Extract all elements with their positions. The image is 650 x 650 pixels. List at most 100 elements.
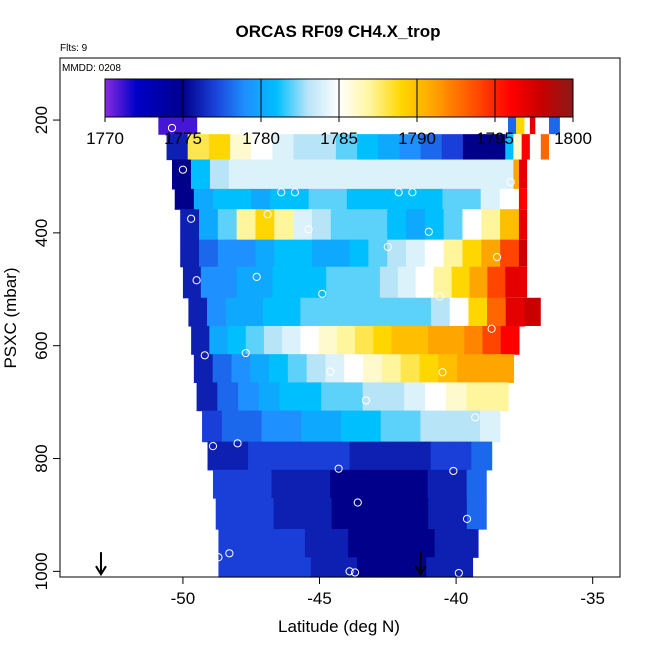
axes: -50 -45 -40 -35 200 400 600 800 1000 [32, 57, 621, 608]
heatmap-cell [255, 239, 275, 268]
heatmap-cell [217, 209, 238, 241]
heatmap-cell [254, 266, 274, 299]
heatmap-cell [272, 134, 295, 161]
x-tick-label: -45 [307, 589, 332, 608]
heatmap-cell [311, 209, 332, 241]
heatmap-cell [306, 354, 327, 383]
heatmap-cell [451, 266, 471, 299]
heatmap-cell [391, 529, 414, 558]
heatmap-cell [406, 209, 426, 241]
heatmap-cell [446, 325, 465, 355]
heatmap-cell [208, 134, 231, 161]
flight-point [187, 214, 196, 223]
flight-point [290, 188, 300, 197]
heatmap-cell [300, 297, 320, 327]
colorbar-tick-label: 1775 [164, 129, 202, 148]
heatmap-cell [516, 105, 525, 135]
flight-point [192, 276, 201, 285]
heatmap-cell [380, 410, 402, 443]
heatmap-cell [188, 297, 208, 327]
heatmap-cell [318, 325, 338, 355]
flight-point [326, 367, 335, 376]
heatmap-cell [389, 498, 410, 530]
heatmap-cell [462, 239, 482, 268]
sample-arrows [95, 552, 427, 577]
heatmap-cell [409, 325, 429, 355]
y-axis-label: PSXC (mbar) [1, 267, 20, 368]
heatmap-cell [424, 382, 447, 412]
heatmap-cell [293, 134, 316, 161]
heatmap-cell [461, 188, 482, 210]
heatmap-cell [445, 382, 468, 412]
flight-point [263, 210, 272, 219]
heatmap-cell [225, 297, 245, 327]
heatmap-cell [373, 325, 393, 355]
heatmap-cell [304, 159, 325, 190]
heatmap-cell [312, 498, 333, 530]
heatmap-cell [457, 354, 477, 383]
heatmap-cell [310, 469, 331, 499]
colorbar-tick-label: 1785 [320, 129, 358, 148]
flight-point [394, 188, 403, 197]
heatmap-cell [430, 441, 452, 471]
heatmap-cell [282, 325, 301, 355]
heatmap-cell [361, 159, 382, 190]
heatmap-cell [399, 159, 420, 190]
heatmap-cell [540, 134, 549, 160]
heatmap-cell [500, 325, 520, 355]
heatmap-cell [217, 239, 238, 268]
flight-point [167, 123, 177, 133]
heatmap-cell [475, 159, 496, 190]
heatmap-cell [393, 297, 413, 327]
heatmap-cell [193, 354, 214, 383]
heatmap-cell [481, 209, 501, 241]
flight-point [334, 464, 343, 473]
heatmap-cell [468, 297, 488, 327]
heatmap-cell [207, 441, 229, 471]
heatmap-cell [270, 188, 291, 210]
heatmap-cell [230, 134, 252, 161]
flight-point [345, 567, 354, 576]
heatmap-cell [218, 529, 241, 558]
x-tick-label: -50 [171, 589, 196, 608]
heatmap-cell [190, 159, 211, 190]
heatmap-cell [480, 188, 501, 210]
heatmap-cell [209, 159, 230, 190]
heatmap-cell [292, 498, 313, 530]
heatmap-cell [349, 209, 369, 241]
heatmap-cell [379, 266, 399, 299]
heatmap-cells [158, 105, 560, 578]
heatmap-cell [428, 498, 449, 530]
heatmap-cell [335, 134, 358, 161]
heatmap-cell [524, 297, 541, 326]
heatmap-cell [263, 325, 283, 355]
heatmap-cell [418, 159, 439, 190]
heatmap-cell [289, 188, 310, 210]
heatmap-cell [349, 469, 370, 499]
colorbar-tick-label: 1800 [554, 129, 592, 148]
heatmap-cell [375, 297, 395, 327]
heatmap-cell [330, 209, 351, 241]
heatmap-cell [466, 469, 487, 499]
heatmap-cell [362, 266, 381, 299]
heatmap-cell [360, 410, 382, 443]
heatmap-cell [174, 188, 195, 210]
heatmap-cell [487, 297, 507, 327]
heatmap-cell [505, 134, 514, 160]
heatmap-cell [281, 297, 301, 327]
heatmap-cell [236, 239, 257, 268]
colorbar-tick-label: 1780 [242, 129, 280, 148]
flight-point [252, 272, 261, 281]
heatmap-cell [200, 266, 220, 299]
heatmap-cell [449, 557, 474, 578]
heatmap-cell [304, 529, 328, 558]
heatmap-cell [415, 266, 435, 299]
heatmap-cell [466, 498, 487, 530]
heatmap-cell [518, 209, 528, 240]
heatmap-cell [487, 266, 506, 299]
heatmap-cell [251, 134, 273, 161]
flight-point [449, 466, 458, 476]
heatmap-cell [412, 297, 432, 327]
heatmap-cell [404, 382, 426, 412]
heatmap-cell [494, 159, 515, 190]
